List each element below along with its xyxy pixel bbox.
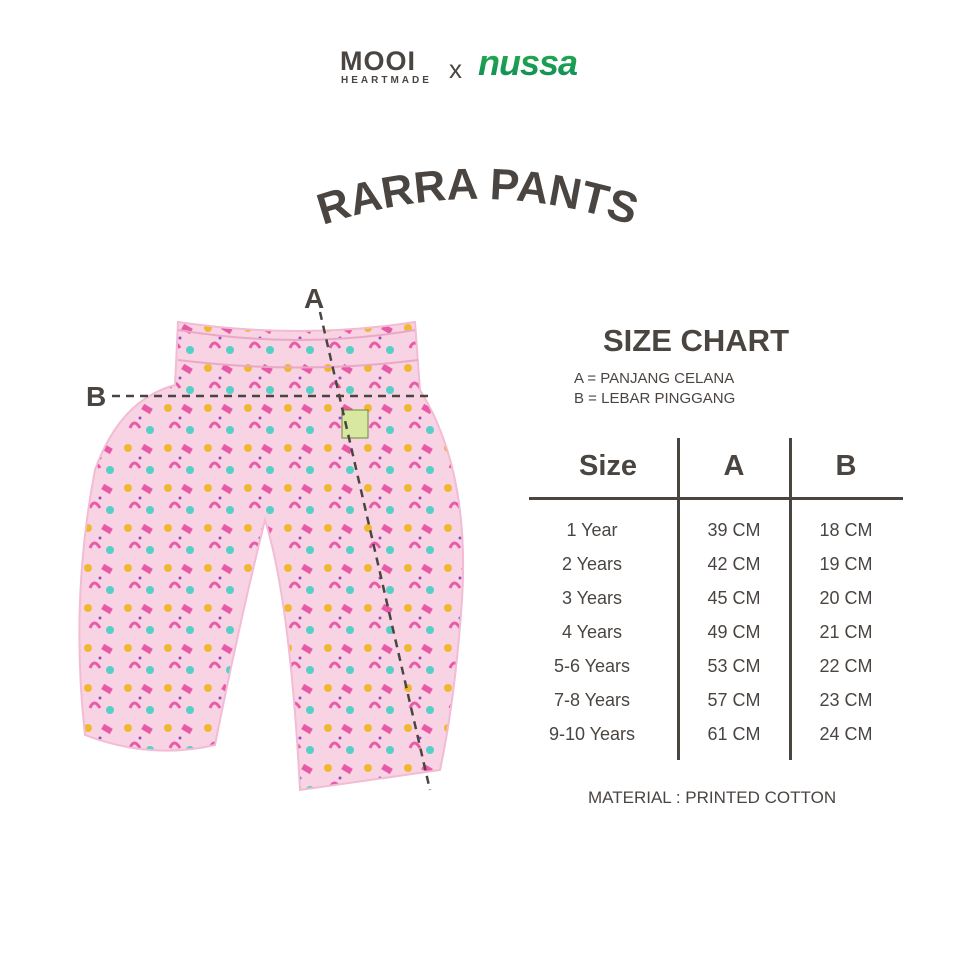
heartmade-logo-text: HEARTMADE — [341, 75, 432, 86]
material-note: MATERIAL : PRINTED COTTON — [588, 788, 837, 807]
size-cell: 3 Years — [561, 588, 623, 608]
length-cell: 61 CM — [707, 724, 761, 744]
size-cell: 1 Year — [566, 520, 618, 540]
waist-cell: 18 CM — [819, 520, 873, 540]
size-chart-title: SIZE CHART — [603, 323, 789, 358]
length-cell: 39 CM — [707, 520, 761, 540]
size-cell: 9-10 Years — [548, 724, 636, 744]
column-divider — [677, 438, 680, 760]
size-cell: 5-6 Years — [553, 656, 631, 676]
svg-text:RARRA PANTS: RARRA PANTS — [311, 160, 643, 235]
mooi-logo: MOOI — [340, 46, 416, 76]
nussa-logo: nussa — [478, 42, 578, 83]
length-cell: 45 CM — [707, 588, 761, 608]
column-header-b: B — [835, 450, 857, 482]
measure-label-b: B — [86, 381, 107, 412]
measure-label-a: A — [304, 283, 325, 314]
product-title: RARRA PANTS — [311, 160, 643, 235]
length-cell: 53 CM — [707, 656, 761, 676]
waist-cell: 22 CM — [819, 656, 873, 676]
length-cell: 42 CM — [707, 554, 761, 574]
length-cell: 49 CM — [707, 622, 761, 642]
product-title-text: RARRA PANTS — [311, 160, 643, 235]
collab-x: x — [449, 54, 462, 84]
waist-cell: 20 CM — [819, 588, 873, 608]
waist-cell: 24 CM — [819, 724, 873, 744]
waist-cell: 21 CM — [819, 622, 873, 642]
column-divider — [789, 438, 792, 760]
column-header-a: A — [723, 450, 745, 482]
size-cell: 4 Years — [561, 622, 623, 642]
header-divider — [529, 497, 903, 500]
legend-b: B = LEBAR PINGGANG — [574, 390, 736, 407]
waist-cell: 19 CM — [819, 554, 873, 574]
length-cell: 57 CM — [707, 690, 761, 710]
legend-a: A = PANJANG CELANA — [574, 370, 735, 387]
column-header-size: Size — [578, 450, 638, 482]
waist-cell: 23 CM — [819, 690, 873, 710]
length-measure-line — [318, 311, 432, 791]
size-cell: 2 Years — [561, 554, 623, 574]
pants-image — [78, 311, 465, 792]
size-cell: 7-8 Years — [553, 690, 631, 710]
